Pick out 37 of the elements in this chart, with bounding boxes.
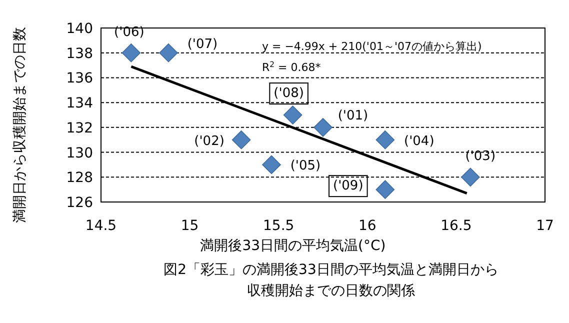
annotation: ('02) <box>194 134 224 149</box>
annotation: R$^{2}$ = 0.68* <box>262 60 322 74</box>
x-tick-label: 15.5 <box>263 218 294 234</box>
y-axis-title: 満開日から収穫開始までの日数 <box>12 27 28 223</box>
point <box>159 43 178 62</box>
point <box>461 168 480 187</box>
x-axis-title: 満開後33日間の平均気温(°C) <box>200 238 386 254</box>
annotation: y = −4.99x + 210('01～'07の値から算出) <box>262 40 482 53</box>
y-tick-label: 136 <box>66 70 94 87</box>
point <box>232 130 251 150</box>
annotation: ('07) <box>187 36 218 52</box>
annotation: ('05) <box>290 158 321 174</box>
annotation: ('09) <box>333 178 364 194</box>
point <box>314 118 332 137</box>
text: 収穫開始までの日数の関係 <box>247 283 415 299</box>
y-tick-label: 134 <box>66 96 94 112</box>
annotation: ('01) <box>338 108 368 124</box>
point <box>122 43 141 62</box>
caption: 図2「彩玉」の満開後33日間の平均気温と満開日から <box>164 262 498 278</box>
point <box>376 130 395 150</box>
x-tick-label: 16 <box>358 218 376 234</box>
x-tick-label: 15 <box>180 218 199 234</box>
y-tick-label: 130 <box>66 145 93 162</box>
y-tick-label: 140 <box>66 21 93 37</box>
x-tick-label: 16.5 <box>440 218 472 234</box>
x-tick-label: 14.5 <box>85 218 117 234</box>
point <box>283 106 302 124</box>
annotation: ('03) <box>465 149 496 164</box>
y-tick-label: 138 <box>66 46 93 62</box>
x-tick-label: 17 <box>536 218 554 234</box>
point <box>262 155 281 174</box>
y-tick-label: 126 <box>66 195 94 211</box>
y-tick-label: 132 <box>66 120 93 136</box>
annotation: ('04) <box>404 134 434 149</box>
point <box>376 180 395 199</box>
y-tick-label: 128 <box>66 170 93 186</box>
annotation: ('08) <box>274 86 304 101</box>
